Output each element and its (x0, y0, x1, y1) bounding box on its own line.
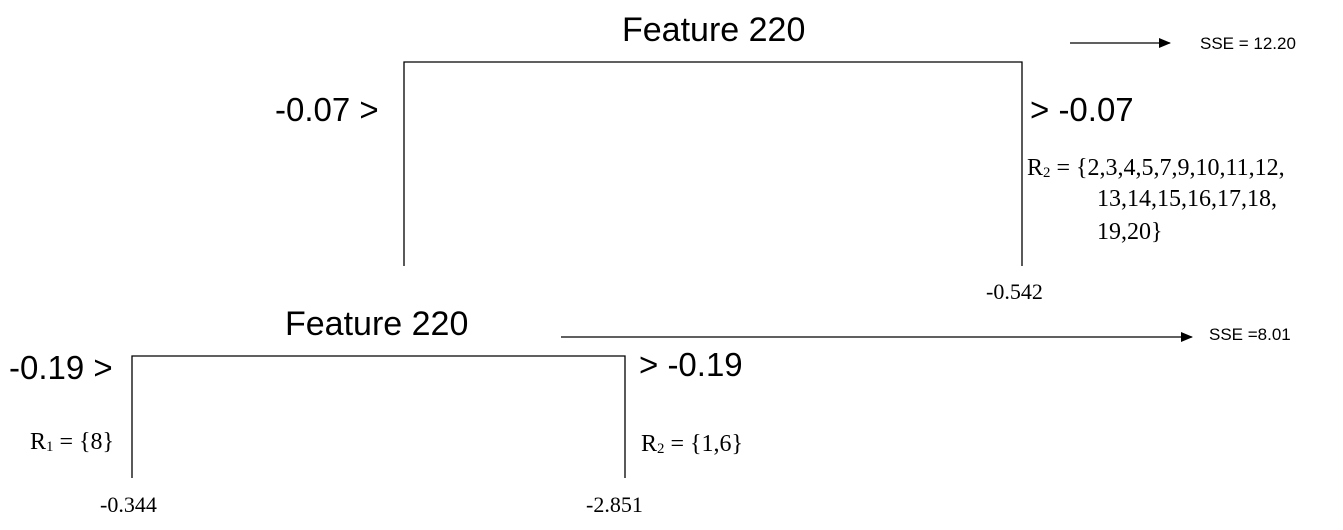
region-symbol: R (1027, 155, 1044, 181)
top-right-threshold: > -0.07 (1030, 91, 1134, 128)
region-symbol: R (641, 431, 658, 457)
bottom-right-region: R2 = {1,6} (641, 431, 743, 459)
region-subscript: 2 (1043, 165, 1051, 182)
region-members: = {8} (53, 429, 115, 455)
region-symbol: R (30, 429, 47, 455)
top-right-region-line2: 13,14,15,16,17,18, (1097, 186, 1277, 212)
top-right-region-line1: R2 = {2,3,4,5,7,9,10,11,12, (1027, 155, 1285, 183)
region-subscript: 2 (657, 441, 665, 458)
region-subscript: 1 (46, 439, 54, 456)
region-members: = {2,3,4,5,7,9,10,11,12, (1050, 155, 1285, 181)
bottom-sse-label: SSE =8.01 (1209, 325, 1291, 344)
top-sse-label: SSE = 12.20 (1200, 34, 1296, 53)
bottom-feature-title: Feature 220 (285, 305, 469, 343)
bottom-right-leaf-value: -2.851 (586, 492, 643, 517)
top-right-region-line3: 19,20} (1097, 219, 1163, 245)
bottom-left-region: R1 = {8} (30, 429, 114, 457)
bottom-split-bracket (131, 355, 626, 478)
bottom-left-leaf-value: -0.344 (100, 492, 157, 517)
top-split-bracket (403, 61, 1023, 266)
top-feature-title: Feature 220 (622, 11, 806, 49)
bottom-left-threshold: -0.19 > (9, 349, 113, 386)
top-left-threshold: -0.07 > (275, 91, 379, 128)
bottom-right-threshold: > -0.19 (639, 346, 743, 383)
top-right-leaf-value: -0.542 (986, 279, 1043, 304)
region-members: = {1,6} (664, 431, 744, 457)
